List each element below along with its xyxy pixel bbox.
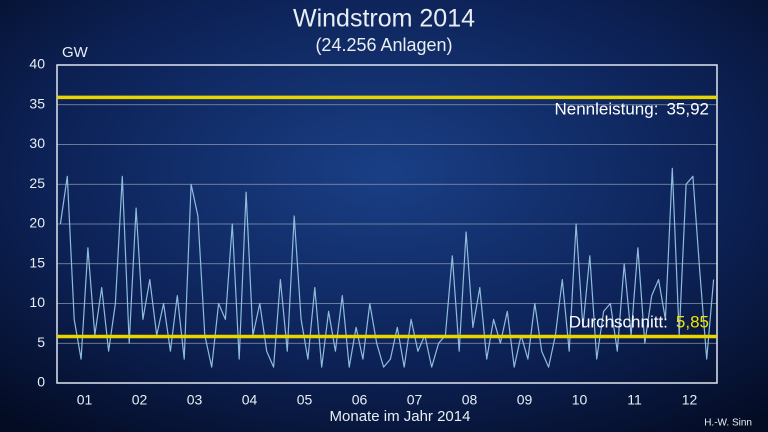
x-tick-label: 03 xyxy=(187,392,203,408)
y-tick-label: 20 xyxy=(29,215,45,231)
chart-title: Windstrom 2014 xyxy=(293,5,475,33)
y-tick-label: 10 xyxy=(29,294,45,310)
y-tick-label: 30 xyxy=(29,135,45,151)
y-tick-label: 0 xyxy=(37,374,45,390)
x-tick-label: 01 xyxy=(77,392,93,408)
reference-label: Nennleistung: 35,92 xyxy=(554,100,709,119)
reference-label: Durchschnitt: 5,85 xyxy=(569,313,709,332)
x-tick-label: 02 xyxy=(132,392,148,408)
x-tick-label: 05 xyxy=(297,392,313,408)
reference-name: Durchschnitt: xyxy=(569,313,668,332)
reference-name: Nennleistung: xyxy=(554,100,658,119)
x-tick-label: 10 xyxy=(572,392,588,408)
y-tick-label: 5 xyxy=(37,334,45,350)
x-tick-label: 04 xyxy=(242,392,258,408)
x-tick-label: 07 xyxy=(407,392,423,408)
x-tick-label: 06 xyxy=(352,392,368,408)
y-tick-label: 40 xyxy=(29,56,45,72)
y-axis-label: GW xyxy=(62,44,89,61)
reference-value: 35,92 xyxy=(666,100,709,119)
credit: H.-W. Sinn xyxy=(704,418,752,429)
plot-frame xyxy=(56,64,718,384)
series-line xyxy=(59,167,715,368)
y-tick-label: 25 xyxy=(29,175,45,191)
chart-subtitle: (24.256 Anlagen) xyxy=(315,35,452,55)
y-tick-label: 15 xyxy=(29,254,45,270)
x-tick-label: 09 xyxy=(517,392,533,408)
x-tick-label: 08 xyxy=(462,392,478,408)
x-axis-label: Monate im Jahr 2014 xyxy=(330,408,471,425)
x-tick-label: 12 xyxy=(682,392,698,408)
reference-value: 5,85 xyxy=(676,313,709,332)
y-tick-label: 35 xyxy=(29,95,45,111)
x-tick-label: 11 xyxy=(627,392,642,408)
